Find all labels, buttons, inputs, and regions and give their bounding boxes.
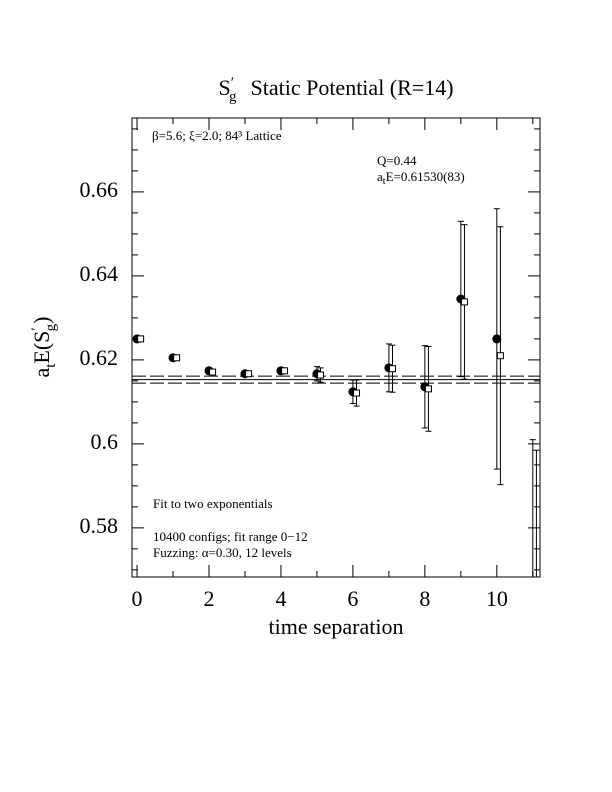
point: [460, 298, 468, 306]
point: [137, 335, 145, 343]
x-tick-label: 6: [347, 586, 358, 611]
y-label-prime: ′: [29, 327, 45, 330]
y-tick-label: 0.6: [91, 429, 119, 454]
x-axis-label: time separation: [268, 614, 403, 639]
x-tick-label: 4: [275, 586, 286, 611]
point: [528, 607, 537, 616]
annotation: Q=0.44: [377, 153, 417, 168]
point: [496, 352, 504, 360]
ann-a: a: [377, 169, 383, 184]
point: [281, 367, 289, 375]
y-label-a: a: [29, 368, 54, 378]
y-axis-label: atE(S′g): [29, 316, 59, 377]
point: [317, 371, 325, 379]
y-label-mid: E(S: [29, 331, 54, 364]
title-sub: g: [229, 89, 237, 105]
point: [388, 365, 396, 373]
title-symbol: S: [218, 75, 230, 100]
ann-sub: t: [383, 176, 386, 187]
annotation: β=5.6; ξ=2.0; 84³ Lattice: [152, 128, 282, 143]
plot-frame: [131, 117, 541, 578]
point: [245, 370, 253, 378]
annotation: 10400 configs; fit range 0−12: [153, 529, 308, 544]
plot-area: [132, 208, 540, 616]
y-tick-label: 0.64: [80, 261, 119, 286]
title-prime: ′: [231, 75, 234, 91]
point: [353, 389, 361, 397]
annotation: atE=0.61530(83): [377, 169, 465, 187]
y-label-end: ): [29, 316, 54, 323]
x-tick-label: 10: [486, 586, 508, 611]
x-tick-label: 2: [203, 586, 214, 611]
y-tick-label: 0.58: [80, 513, 119, 538]
point: [533, 609, 539, 615]
point: [424, 385, 432, 393]
chart-title: S′ g Static Potential (R=14): [218, 75, 453, 105]
x-tick-label: 0: [132, 586, 143, 611]
error-bar: [529, 439, 536, 577]
y-label-sub2: g: [43, 323, 59, 331]
ann-rest: E=0.61530(83): [386, 169, 465, 184]
point: [492, 334, 502, 344]
y-tick-label: 0.66: [80, 177, 119, 202]
annotation: Fuzzing: α=0.30, 12 levels: [153, 545, 292, 560]
title-text: Static Potential (R=14): [250, 75, 453, 100]
y-label-sub: t: [43, 363, 59, 368]
x-tick-label: 8: [419, 586, 430, 611]
point: [209, 368, 217, 376]
error-bar: [533, 449, 540, 577]
annotation: Fit to two exponentials: [153, 496, 273, 511]
point: [173, 354, 181, 362]
y-tick-label: 0.62: [80, 345, 119, 370]
